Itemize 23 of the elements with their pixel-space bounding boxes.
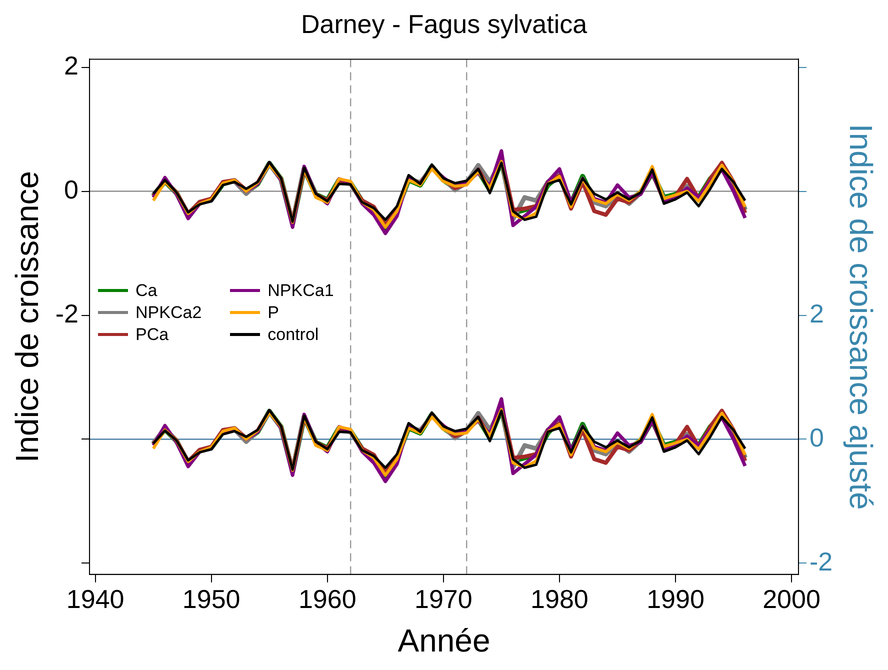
- legend-label: NPKCa1: [268, 280, 334, 301]
- y2-tick-label: 2: [809, 298, 824, 328]
- legend-label: NPKCa2: [136, 302, 202, 323]
- x-tick-label: 2000: [762, 584, 820, 614]
- x-tick-label: 1960: [298, 584, 356, 614]
- legend-label: Ca: [136, 280, 158, 301]
- legend-label: PCa: [136, 324, 169, 345]
- legend-label: control: [268, 324, 319, 345]
- y-axis-title: Indice de croissance: [9, 170, 46, 463]
- x-tick-label: 1970: [414, 584, 472, 614]
- y-tick-label: -2: [55, 298, 79, 328]
- y-tick-label: 2: [64, 50, 79, 80]
- chart-title: Darney - Fagus sylvatica: [300, 8, 588, 39]
- x-axis-title: Année: [398, 622, 490, 659]
- legend-label: P: [268, 302, 279, 323]
- y2-tick-label: 0: [809, 422, 824, 452]
- x-tick-label: 1940: [66, 584, 124, 614]
- x-tick-label: 1950: [182, 584, 240, 614]
- x-tick-label: 1980: [530, 584, 588, 614]
- y-tick-label: 0: [64, 174, 79, 204]
- y2-tick-label: -2: [809, 546, 833, 576]
- y2-axis-title: Indice de croissance ajusté: [842, 124, 879, 510]
- x-tick-label: 1990: [646, 584, 704, 614]
